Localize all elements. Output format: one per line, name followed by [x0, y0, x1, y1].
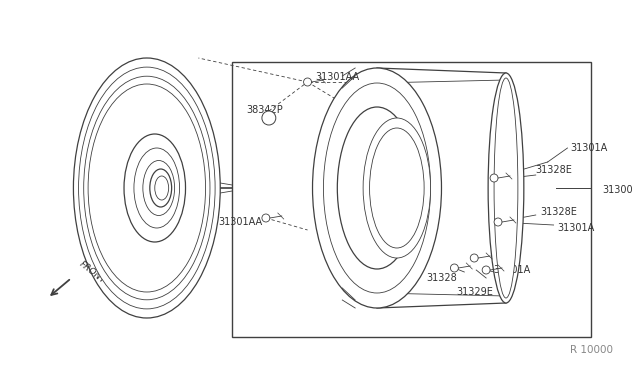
- Circle shape: [470, 254, 478, 262]
- Circle shape: [494, 218, 502, 226]
- Ellipse shape: [369, 128, 424, 248]
- Text: 31328E: 31328E: [536, 165, 573, 175]
- Ellipse shape: [312, 68, 442, 308]
- Ellipse shape: [150, 169, 172, 207]
- Ellipse shape: [134, 148, 180, 228]
- Text: 31301A: 31301A: [570, 143, 608, 153]
- Bar: [232, 62, 591, 337]
- Text: FRONT: FRONT: [77, 259, 107, 285]
- Circle shape: [451, 264, 458, 272]
- Ellipse shape: [88, 84, 205, 292]
- Ellipse shape: [323, 83, 431, 293]
- Text: 31301A: 31301A: [493, 265, 531, 275]
- Text: 31100: 31100: [134, 187, 164, 197]
- Circle shape: [303, 78, 312, 86]
- Text: 31328: 31328: [427, 273, 458, 283]
- Text: 31301A: 31301A: [557, 223, 595, 233]
- Ellipse shape: [488, 73, 524, 303]
- Ellipse shape: [74, 58, 220, 318]
- Ellipse shape: [337, 107, 417, 269]
- Text: 31301AA: 31301AA: [218, 217, 262, 227]
- Text: 31300: 31300: [602, 185, 633, 195]
- Ellipse shape: [124, 134, 186, 242]
- Text: 31329E: 31329E: [456, 287, 493, 297]
- Ellipse shape: [494, 78, 518, 298]
- Ellipse shape: [79, 67, 215, 309]
- Circle shape: [262, 214, 270, 222]
- Circle shape: [262, 111, 276, 125]
- Ellipse shape: [143, 160, 175, 215]
- Ellipse shape: [84, 76, 210, 300]
- Text: R 10000: R 10000: [570, 345, 613, 355]
- Circle shape: [490, 174, 498, 182]
- Circle shape: [482, 266, 490, 274]
- Text: 31301AA: 31301AA: [316, 72, 360, 82]
- Ellipse shape: [363, 118, 431, 258]
- Text: 31328E: 31328E: [541, 207, 577, 217]
- Ellipse shape: [155, 176, 169, 200]
- Text: 38342P: 38342P: [246, 105, 283, 115]
